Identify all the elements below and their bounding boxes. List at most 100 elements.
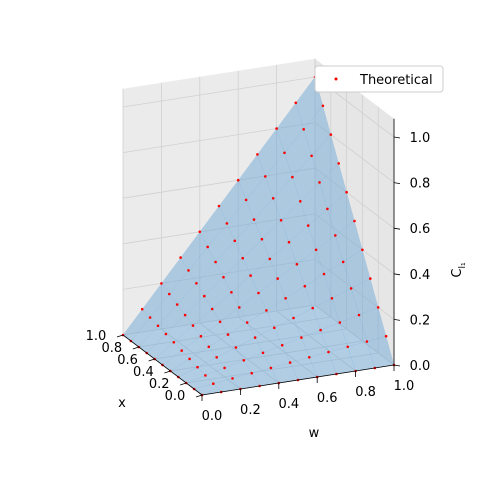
data-point <box>337 162 341 165</box>
z-axis-label: Cl₁ <box>450 262 468 278</box>
svg-text:Cl₁: Cl₁ <box>450 262 468 278</box>
data-point <box>327 350 330 354</box>
data-point <box>238 306 241 309</box>
data-point <box>222 275 225 279</box>
data-point <box>244 198 248 202</box>
data-point <box>191 324 195 327</box>
w-axis-label: w <box>309 426 320 441</box>
data-point <box>252 218 256 221</box>
z-tick-label: 0.8 <box>410 177 431 192</box>
z-tick-label: 0.4 <box>410 268 431 283</box>
data-point <box>226 333 230 336</box>
data-point <box>353 219 356 223</box>
data-point <box>204 374 207 377</box>
x-tick-label: 1.0 <box>86 329 107 344</box>
data-point <box>257 291 260 295</box>
data-point <box>241 256 244 260</box>
data-point <box>187 269 190 272</box>
data-point <box>198 230 202 234</box>
legend[interactable]: Theoretical <box>314 65 444 93</box>
x-tick <box>195 394 203 398</box>
data-point <box>196 365 199 369</box>
data-point <box>268 257 272 261</box>
data-point <box>260 237 264 241</box>
axes <box>116 118 401 401</box>
data-point <box>245 321 249 324</box>
w-axis-line <box>201 364 395 396</box>
data-point <box>233 239 237 243</box>
data-point <box>311 306 315 310</box>
data-point <box>326 207 329 211</box>
data-point <box>188 357 191 361</box>
data-point <box>214 260 217 264</box>
data-point <box>295 262 299 266</box>
z-tick <box>393 319 401 321</box>
data-point <box>300 336 303 339</box>
data-point <box>322 272 326 276</box>
z-tick-label: 0.2 <box>410 313 431 328</box>
data-point <box>195 282 198 285</box>
z-tick <box>393 136 401 139</box>
w-tick-label: 0.0 <box>202 409 223 424</box>
data-point <box>338 321 342 324</box>
data-point <box>207 345 211 349</box>
data-point <box>302 128 306 131</box>
w-tick-label: 0.2 <box>240 403 261 418</box>
data-point <box>271 197 275 200</box>
z-tick-label: 0.0 <box>410 359 431 374</box>
data-point <box>279 219 283 222</box>
data-point <box>234 346 238 349</box>
data-point <box>334 234 337 237</box>
data-point <box>183 313 187 317</box>
w-tick-label: 1.0 <box>394 379 415 394</box>
tick-labels: 0.00.20.40.60.81.00.0 0.2 0.4 0.6 0.8 1.00.00… <box>86 131 431 424</box>
data-point <box>265 309 268 312</box>
x-tick <box>148 358 155 362</box>
x-axis-line <box>122 334 203 396</box>
grid-back-z-5 <box>122 76 316 108</box>
legend-label: Theoretical <box>359 73 433 88</box>
data-point <box>242 359 246 362</box>
data-point <box>284 297 287 300</box>
data-point <box>292 316 295 320</box>
data-point <box>175 303 179 306</box>
z-tick <box>393 182 401 184</box>
data-point <box>160 282 163 285</box>
z-tick-label: 1.0 <box>410 131 431 146</box>
data-point <box>321 104 325 108</box>
data-point <box>376 306 380 309</box>
data-point <box>314 248 318 252</box>
data-point <box>236 178 240 182</box>
data-point <box>310 154 313 158</box>
data-point <box>223 366 226 370</box>
data-point <box>341 260 345 264</box>
data-point <box>156 324 160 328</box>
x-axis-label: x <box>118 396 126 411</box>
theoretical-surface <box>122 76 395 396</box>
w-tick-label: 0.4 <box>278 397 299 412</box>
data-point <box>218 320 222 324</box>
w-tick-label: 0.6 <box>317 391 338 406</box>
data-point <box>346 345 350 349</box>
x-tick-label: 0.4 <box>133 365 154 380</box>
data-point <box>275 127 278 130</box>
data-point <box>306 224 310 227</box>
x-tick <box>164 370 171 374</box>
data-point <box>365 340 369 343</box>
data-point <box>225 222 229 225</box>
data-point <box>148 316 152 319</box>
data-point <box>357 313 361 317</box>
data-point <box>203 294 206 298</box>
data-point <box>180 349 183 352</box>
x-tick <box>132 346 139 350</box>
data-point <box>283 151 286 155</box>
data-point <box>345 190 348 194</box>
data-point <box>294 101 298 105</box>
z-tick-label: 0.6 <box>410 222 431 237</box>
data-point <box>261 351 265 355</box>
data-point <box>264 175 267 178</box>
data-point <box>210 307 214 311</box>
data-point <box>330 297 334 300</box>
x-tick-label: 0.8 <box>101 341 122 356</box>
